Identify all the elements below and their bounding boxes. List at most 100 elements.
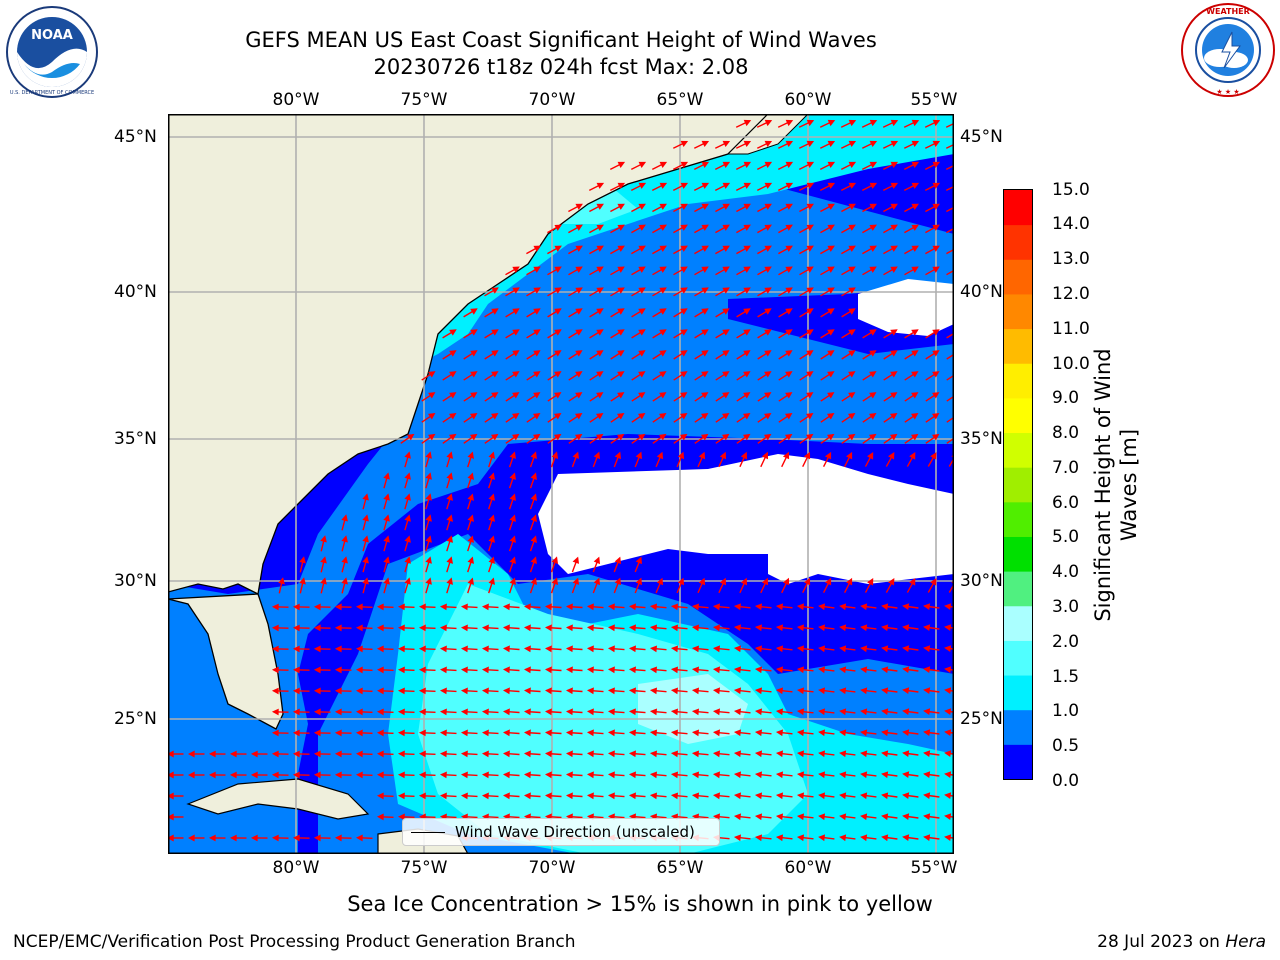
wave-arrow-head bbox=[544, 645, 552, 653]
wave-arrow-head bbox=[902, 603, 910, 611]
wave-arrow-head bbox=[187, 834, 195, 842]
wave-arrow-head bbox=[509, 451, 516, 459]
wave-arrow-head bbox=[406, 433, 415, 441]
wave-arrow-head bbox=[439, 666, 447, 674]
wave-arrow-head bbox=[785, 392, 793, 399]
wave-arrow-head bbox=[691, 708, 699, 716]
wave-arrow-head bbox=[827, 350, 835, 357]
wave-arrow-head bbox=[334, 750, 342, 758]
wave-arrow-head bbox=[502, 624, 510, 632]
wave-arrow-head bbox=[868, 433, 877, 441]
wave-arrow-head bbox=[376, 750, 384, 758]
wave-arrow-head bbox=[764, 140, 773, 148]
wave-arrow-head bbox=[806, 203, 814, 210]
wave-arrow-head bbox=[944, 645, 952, 653]
wave-arrow-head bbox=[743, 329, 751, 336]
wave-arrow-head bbox=[488, 577, 495, 585]
wave-arrow-head bbox=[911, 392, 919, 399]
wave-arrow-head bbox=[649, 645, 657, 653]
wave-arrow-head bbox=[460, 813, 468, 821]
wave-arrow-head bbox=[712, 771, 721, 779]
wave-arrow-head bbox=[754, 645, 763, 653]
wave-arrow-head bbox=[923, 729, 931, 737]
lat-tick-right: 35°N bbox=[960, 429, 1003, 449]
wave-arrow-head bbox=[680, 140, 689, 148]
wave-arrow-head bbox=[754, 771, 763, 779]
wave-arrow-head bbox=[764, 119, 773, 127]
wave-arrow-head bbox=[889, 412, 898, 420]
wave-arrow-head bbox=[719, 577, 727, 586]
wave-arrow-head bbox=[733, 687, 742, 695]
wave-arrow-head bbox=[596, 350, 604, 357]
wave-arrow-head bbox=[839, 792, 847, 800]
wave-arrow-head bbox=[680, 203, 688, 210]
wave-arrow-head bbox=[860, 687, 868, 695]
wave-arrow-head bbox=[785, 329, 793, 336]
wave-arrow-head bbox=[902, 687, 910, 695]
wave-arrow-head bbox=[722, 287, 730, 294]
wave-arrow-head bbox=[860, 729, 868, 737]
wave-arrow-head bbox=[523, 666, 531, 674]
wave-arrow-head bbox=[691, 645, 699, 653]
wave-arrow-head bbox=[523, 792, 531, 800]
wave-arrow-head bbox=[869, 392, 877, 399]
wave-arrow-head bbox=[910, 412, 919, 420]
wave-arrow-head bbox=[796, 792, 805, 800]
wave-arrow-head bbox=[467, 451, 474, 459]
wave-arrow-head bbox=[902, 834, 910, 842]
wave-arrow-head bbox=[902, 645, 910, 653]
wave-arrow-head bbox=[418, 687, 426, 695]
wave-arrow-head bbox=[586, 645, 594, 653]
wave-arrow-head bbox=[806, 287, 814, 294]
wave-arrow-head bbox=[890, 245, 898, 252]
wave-arrow-head bbox=[586, 729, 594, 737]
colorbar-tick: 0.0 bbox=[1052, 771, 1080, 791]
wave-arrow-head bbox=[635, 577, 642, 586]
wave-arrow-head bbox=[700, 412, 709, 420]
wave-arrow-head bbox=[848, 266, 856, 273]
wave-arrow-head bbox=[743, 371, 751, 378]
wave-arrow-head bbox=[404, 493, 411, 501]
wave-arrow-head bbox=[784, 433, 793, 441]
lon-tick-bottom: 55°W bbox=[910, 858, 958, 878]
wave-arrow-head bbox=[544, 729, 552, 737]
wave-arrow-head bbox=[383, 556, 390, 564]
lat-tick-left: 35°N bbox=[114, 429, 157, 449]
wave-arrow-head bbox=[355, 603, 363, 611]
wave-arrow-head bbox=[313, 645, 321, 653]
wave-arrow-head bbox=[565, 750, 573, 758]
wave-arrow-head bbox=[712, 792, 721, 800]
wave-arrow-head bbox=[292, 834, 300, 842]
wave-arrow-head bbox=[418, 729, 426, 737]
wave-arrow-head bbox=[470, 371, 478, 378]
wave-arrow-head bbox=[607, 771, 615, 779]
wave-arrow-head bbox=[523, 624, 531, 632]
wave-arrow-head bbox=[596, 245, 604, 252]
wave-arrow-head bbox=[890, 266, 898, 273]
wave-arrow-head bbox=[467, 535, 474, 543]
wave-arrow-head bbox=[362, 493, 369, 501]
wave-arrow-head bbox=[775, 729, 784, 737]
wave-arrow-head bbox=[530, 493, 537, 501]
wave-arrow-head bbox=[617, 182, 626, 189]
wave-arrow-head bbox=[743, 161, 752, 169]
wave-arrow-head bbox=[775, 813, 784, 821]
wave-arrow-head bbox=[923, 771, 931, 779]
wave-arrow-head bbox=[846, 451, 853, 460]
wave-arrow-head bbox=[923, 708, 931, 716]
wave-arrow-head bbox=[860, 624, 868, 632]
wave-arrow-head bbox=[890, 392, 898, 399]
wave-arrow-head bbox=[680, 329, 688, 336]
wave-arrow-head bbox=[722, 203, 730, 210]
wave-arrow-head bbox=[869, 182, 878, 189]
wave-arrow-head bbox=[944, 708, 952, 716]
wave-arrow-head bbox=[460, 645, 468, 653]
wave-arrow-head bbox=[341, 577, 348, 585]
wave-arrow-head bbox=[628, 666, 636, 674]
legend: Wind Wave Direction (unscaled) bbox=[402, 818, 720, 846]
wave-arrow-head bbox=[818, 666, 826, 674]
wave-arrow-head bbox=[659, 287, 667, 294]
wave-arrow-head bbox=[481, 624, 489, 632]
wave-arrow-head bbox=[299, 577, 306, 585]
wave-arrow-head bbox=[530, 514, 537, 522]
